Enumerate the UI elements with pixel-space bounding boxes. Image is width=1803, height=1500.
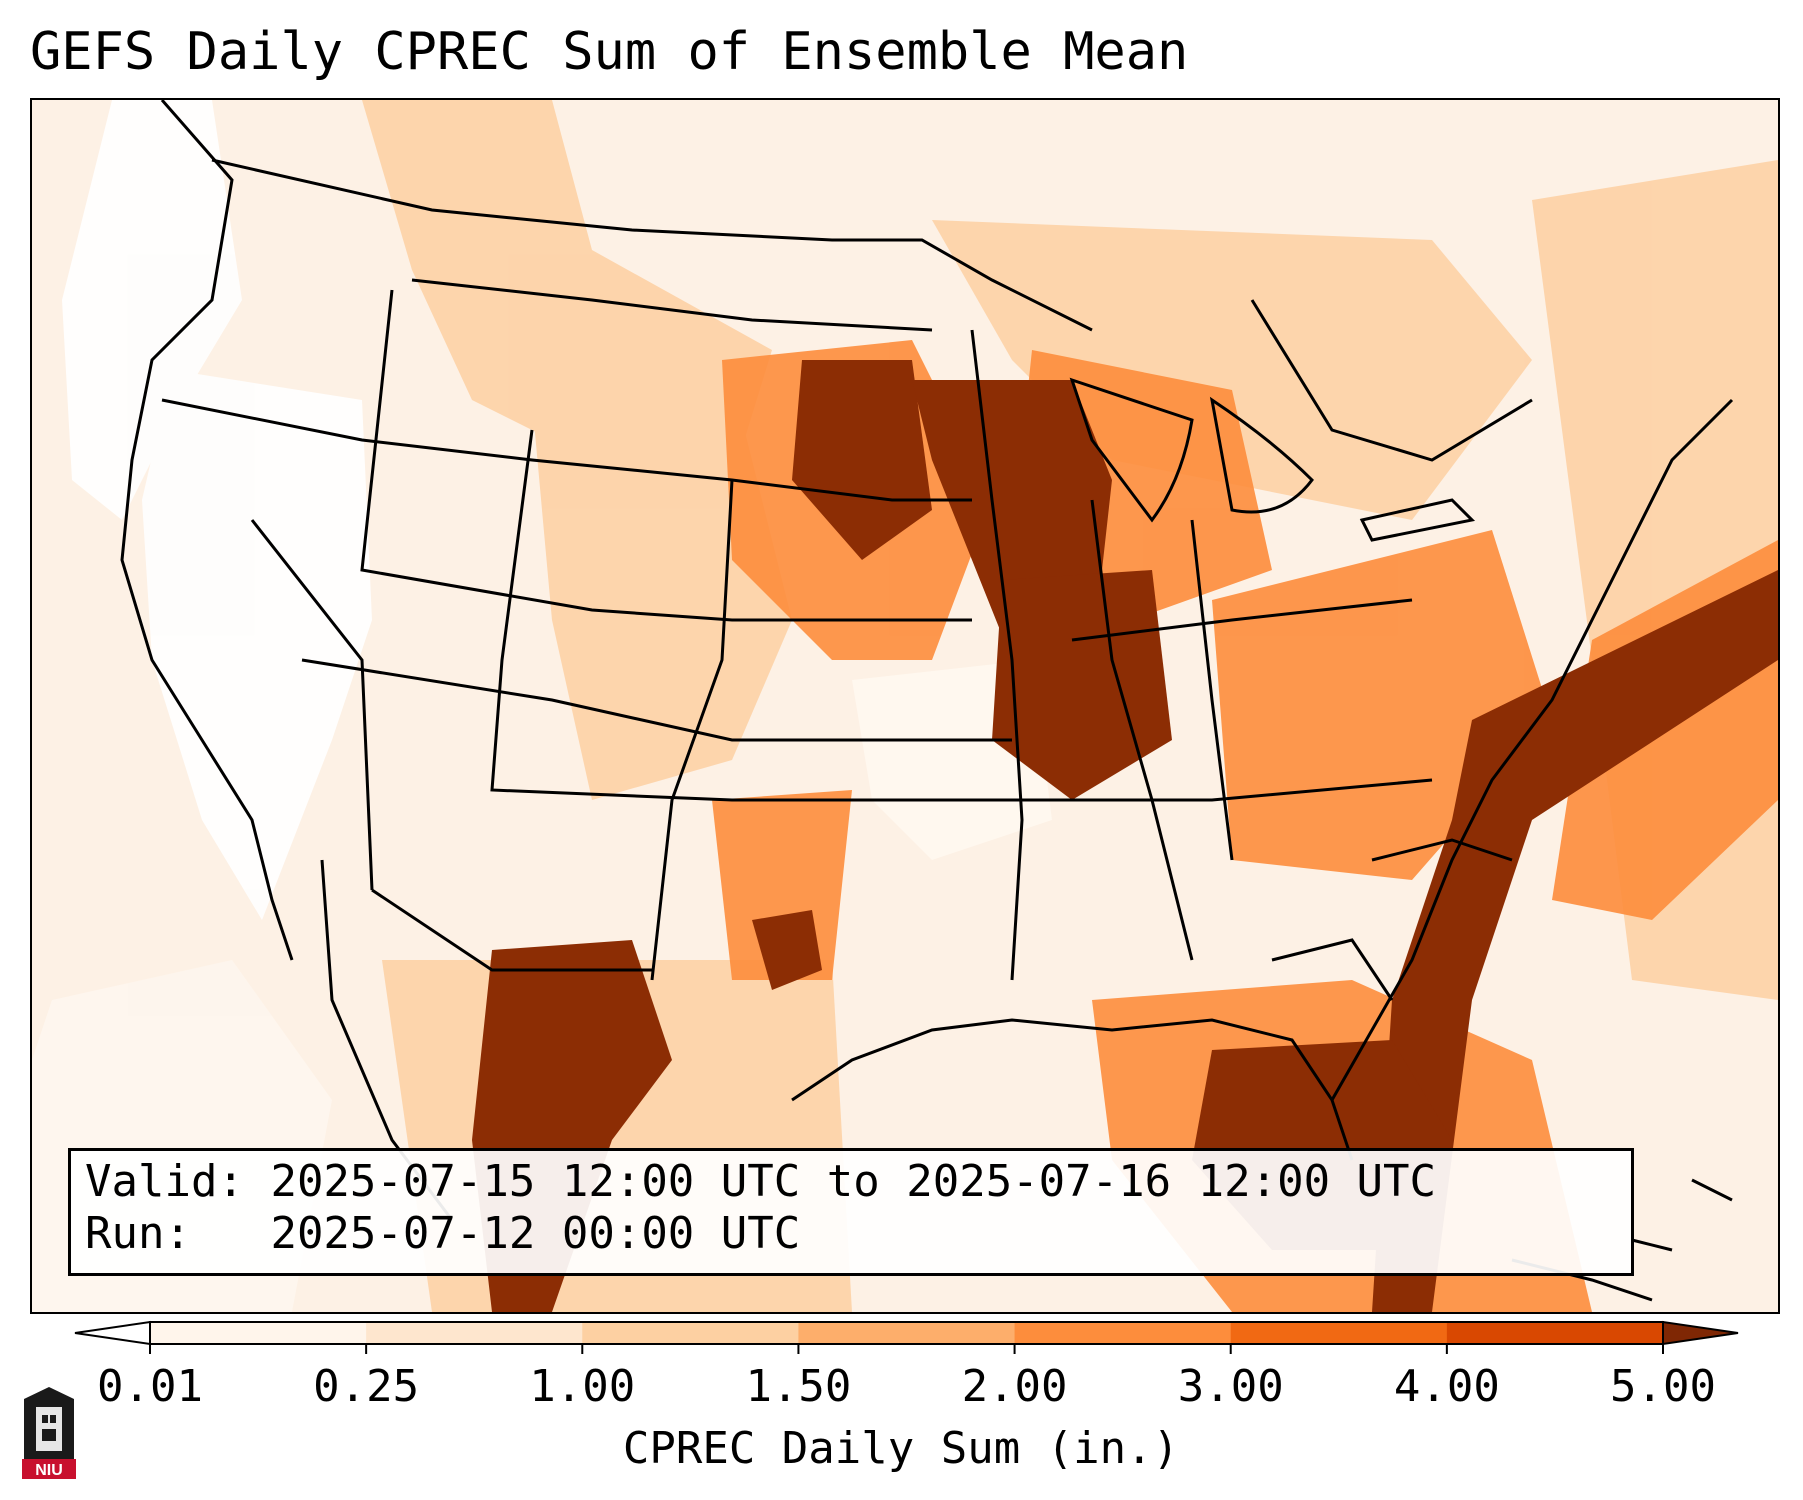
- great-lakes: [1359, 498, 1476, 542]
- state-line: [1012, 778, 1433, 802]
- map-title: GEFS Daily CPREC Sum of Ensemble Mean: [30, 22, 1189, 82]
- state-line: [1071, 598, 1413, 642]
- colorbar-segment: [1014, 1322, 1232, 1344]
- colorbar-tick-label: 0.25: [313, 1361, 420, 1412]
- state-line: [161, 398, 972, 502]
- state-line: [411, 278, 933, 332]
- east-coast: [1330, 398, 1734, 1101]
- run-value: 2025-07-12 00:00 UTC: [270, 1208, 801, 1259]
- precipitation-map: [32, 100, 1778, 1312]
- gulf-coast: [791, 1018, 1354, 1161]
- logo-text: NIU: [35, 1462, 63, 1479]
- great-lakes: [1209, 396, 1314, 514]
- state-line: [1271, 938, 1394, 1001]
- state-line: [490, 429, 1012, 802]
- run-label: Run:: [85, 1208, 191, 1259]
- colorbar-under-arrow: [74, 1320, 151, 1346]
- logo-window: [42, 1415, 48, 1423]
- colorbar-segment: [150, 1322, 367, 1344]
- colorbar-segment: [366, 1322, 583, 1344]
- state-line: [301, 658, 1012, 742]
- great-lakes: [1069, 377, 1194, 523]
- state-line: [360, 289, 972, 622]
- colorbar-tick-label: 4.00: [1393, 1361, 1500, 1412]
- colorbar-tick-label: 1.50: [745, 1361, 852, 1412]
- state-line: [650, 479, 734, 981]
- colorbar-tick-label: 0.01: [97, 1361, 203, 1412]
- state-boundaries: [120, 100, 1734, 1221]
- colorbar-segment: [798, 1322, 1016, 1344]
- colorbar-outline: [149, 1321, 1664, 1345]
- colorbar-segment: [1230, 1322, 1448, 1344]
- colorbar-label: CPREC Daily Sum (in.): [622, 1423, 1180, 1474]
- colorbar-tick-label: 1.00: [529, 1361, 636, 1412]
- colorbar-segment: [582, 1322, 799, 1344]
- state-line: [1371, 838, 1513, 862]
- logo-window: [42, 1429, 56, 1441]
- colorbar-tick-label: 5.00: [1610, 1361, 1716, 1412]
- map-panel: [30, 98, 1780, 1314]
- state-line: [1090, 499, 1194, 961]
- run-time-line: Run: 2025-07-12 00:00 UTC: [85, 1209, 800, 1259]
- state-line: [1250, 299, 1533, 462]
- us-canada-border: [211, 158, 1093, 332]
- state-line: [970, 329, 1024, 981]
- colorbar-segment: [1446, 1322, 1664, 1344]
- colorbar: [74, 1320, 1739, 1354]
- colorbar-tick-label: 2.00: [961, 1361, 1068, 1412]
- state-line: [371, 888, 652, 972]
- valid-value: 2025-07-15 12:00 UTC to 2025-07-16 12:00…: [270, 1156, 1437, 1207]
- coastline-west: [120, 100, 294, 961]
- valid-run-info-box: Valid: 2025-07-15 12:00 UTC to 2025-07-1…: [68, 1148, 1634, 1276]
- niu-logo: NIU: [22, 1387, 76, 1479]
- valid-time-line: Valid: 2025-07-15 12:00 UTC to 2025-07-1…: [85, 1157, 1436, 1207]
- valid-label: Valid:: [85, 1156, 244, 1207]
- state-line: [1190, 519, 1234, 861]
- colorbar-over-arrow: [1662, 1320, 1739, 1346]
- logo-window: [50, 1415, 56, 1423]
- logo-banner: [22, 1459, 76, 1479]
- colorbar-tick-label: 3.00: [1177, 1361, 1284, 1412]
- state-line: [250, 519, 374, 891]
